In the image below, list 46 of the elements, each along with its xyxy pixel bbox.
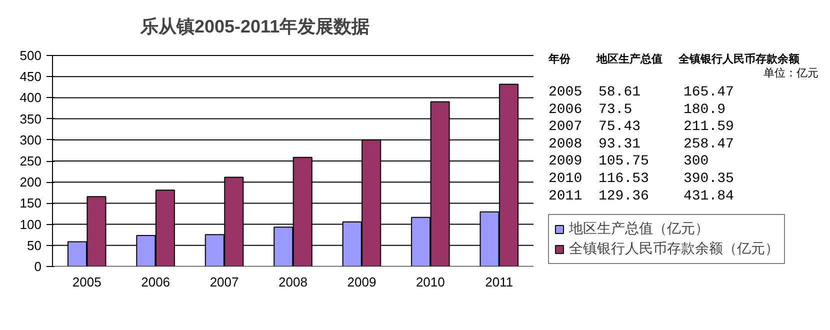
text: 300 bbox=[684, 154, 709, 170]
text: 258.47 bbox=[684, 136, 734, 152]
y-tick-label: 200 bbox=[20, 174, 42, 190]
category-label: 2010 bbox=[548, 171, 582, 187]
category-label: 2009 bbox=[548, 154, 582, 170]
text: 105.75 bbox=[598, 154, 649, 170]
x-tick-label: 2006 bbox=[141, 274, 170, 290]
y-tick-label: 100 bbox=[20, 216, 42, 232]
text: 390.35 bbox=[684, 171, 734, 187]
legend-label: 全镇银行人民币存款余额（亿元） bbox=[569, 240, 779, 258]
text: 165.47 bbox=[684, 84, 734, 100]
y-tick-label: 50 bbox=[27, 238, 42, 253]
category-label: 2008 bbox=[548, 136, 582, 152]
chart-title: 乐从镇2005-2011年发展数据 bbox=[140, 16, 370, 36]
category-label: 2006 bbox=[548, 102, 582, 118]
y-tick-label: 300 bbox=[20, 132, 42, 148]
x-tick-label: 2007 bbox=[210, 274, 239, 290]
category-label: 2007 bbox=[548, 119, 582, 136]
y-tick-label: 250 bbox=[20, 154, 42, 168]
text: 431.84 bbox=[684, 188, 734, 204]
x-tick-label: 2010 bbox=[416, 274, 445, 290]
category-label: 2005 bbox=[548, 84, 582, 100]
text: 年份 bbox=[548, 52, 572, 66]
y-tick-label: 150 bbox=[20, 196, 42, 211]
x-tick-label: 2008 bbox=[278, 274, 308, 290]
legend-label: 地区生产总值（亿元） bbox=[569, 220, 709, 238]
y-tick-label: 500 bbox=[20, 48, 42, 63]
text: 93.31 bbox=[598, 136, 641, 152]
y-tick-label: 400 bbox=[20, 90, 42, 106]
text: 129.36 bbox=[598, 188, 649, 204]
text: 全镇银行人民币存款余额 bbox=[678, 52, 800, 66]
x-tick-label: 2005 bbox=[72, 274, 102, 290]
y-tick-label: 0 bbox=[34, 259, 42, 274]
text: 211.59 bbox=[684, 119, 734, 136]
y-tick-label: 350 bbox=[20, 111, 42, 126]
x-tick-label: 2011 bbox=[485, 274, 514, 290]
text: 75.43 bbox=[598, 119, 641, 136]
y-tick-label: 450 bbox=[20, 69, 42, 84]
text: 地区生产总值 bbox=[596, 52, 662, 66]
text: 73.5 bbox=[598, 102, 632, 118]
text: 58.61 bbox=[598, 84, 641, 100]
text: 单位：亿元 bbox=[764, 66, 818, 80]
text: 116.53 bbox=[598, 171, 649, 187]
text: 180.9 bbox=[684, 102, 726, 118]
x-tick-label: 2009 bbox=[347, 274, 376, 290]
category-label: 2011 bbox=[548, 188, 582, 204]
